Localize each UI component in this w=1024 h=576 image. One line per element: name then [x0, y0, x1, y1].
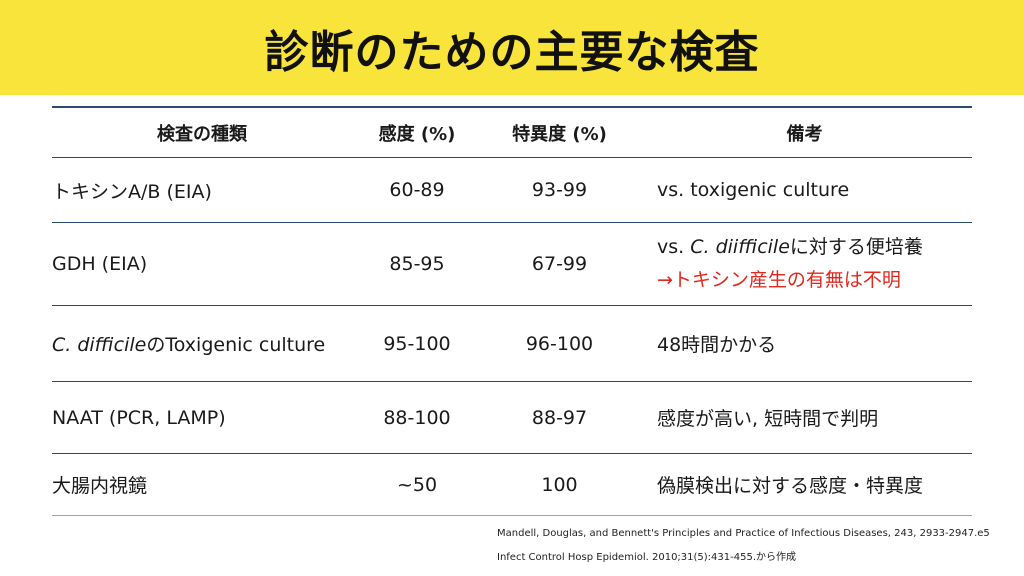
reference-item: Infect Control Hosp Epidemiol. 2010;31(5…	[497, 552, 797, 563]
table-header-row: 検査の種類 感度 (%) 特異度 (%) 備考	[52, 106, 972, 158]
note-prefix: vs.	[657, 236, 691, 258]
header-notes: 備考	[637, 106, 972, 158]
note-suffix: に対する便培養	[789, 236, 923, 258]
note-warning-line: →トキシン産生の有無は不明	[657, 269, 901, 291]
table-row: NAAT (PCR, LAMP) 88-100 88-97 感度が高い, 短時間…	[52, 381, 972, 454]
reference-item: Mandell, Douglas, and Bennett's Principl…	[497, 528, 990, 539]
table-row: トキシンA/B (EIA) 60-89 93-99 vs. toxigenic …	[52, 157, 972, 223]
note-organism: C. diifficile	[690, 236, 790, 258]
table-row: GDH (EIA) 85-95 67-99 vs. C. diifficileに…	[52, 222, 972, 306]
sensitivity-value: ~50	[352, 453, 482, 516]
specificity-value: 67-99	[482, 222, 637, 306]
diagnostic-tests-table: 検査の種類 感度 (%) 特異度 (%) 備考 トキシンA/B (EIA) 60…	[52, 106, 972, 516]
specificity-value: 96-100	[482, 305, 637, 382]
references: Mandell, Douglas, and Bennett's Principl…	[497, 522, 990, 570]
table-row: 大腸内視鏡 ~50 100 偽膜検出に対する感度・特異度	[52, 453, 972, 516]
specificity-value: 93-99	[482, 157, 637, 223]
table-row: C. difficileのToxigenic culture 95-100 96…	[52, 305, 972, 382]
specificity-value: 88-97	[482, 381, 637, 454]
test-organism: C. difficile	[52, 334, 147, 356]
note-text: vs. toxigenic culture	[637, 157, 972, 223]
test-name: トキシンA/B (EIA)	[52, 157, 352, 223]
test-name: C. difficileのToxigenic culture	[52, 305, 352, 382]
test-name: NAAT (PCR, LAMP)	[52, 381, 352, 454]
title-banner: 診断のための主要な検査	[0, 0, 1024, 95]
test-suffix: のToxigenic culture	[146, 334, 326, 356]
specificity-value: 100	[482, 453, 637, 516]
note-line-1: vs. C. diifficileに対する便培養	[657, 231, 972, 264]
sensitivity-value: 88-100	[352, 381, 482, 454]
note-text: 感度が高い, 短時間で判明	[637, 381, 972, 454]
note-text: 48時間かかる	[637, 305, 972, 382]
header-specificity: 特異度 (%)	[482, 106, 637, 158]
note-cell: vs. C. diifficileに対する便培養 →トキシン産生の有無は不明	[637, 222, 972, 306]
test-name: 大腸内視鏡	[52, 453, 352, 516]
sensitivity-value: 95-100	[352, 305, 482, 382]
sensitivity-value: 85-95	[352, 222, 482, 306]
sensitivity-value: 60-89	[352, 157, 482, 223]
slide-title: 診断のための主要な検査	[264, 26, 760, 78]
header-test-type: 検査の種類	[52, 106, 352, 158]
test-name: GDH (EIA)	[52, 222, 352, 306]
note-text: 偽膜検出に対する感度・特異度	[637, 453, 972, 516]
header-sensitivity: 感度 (%)	[352, 106, 482, 158]
